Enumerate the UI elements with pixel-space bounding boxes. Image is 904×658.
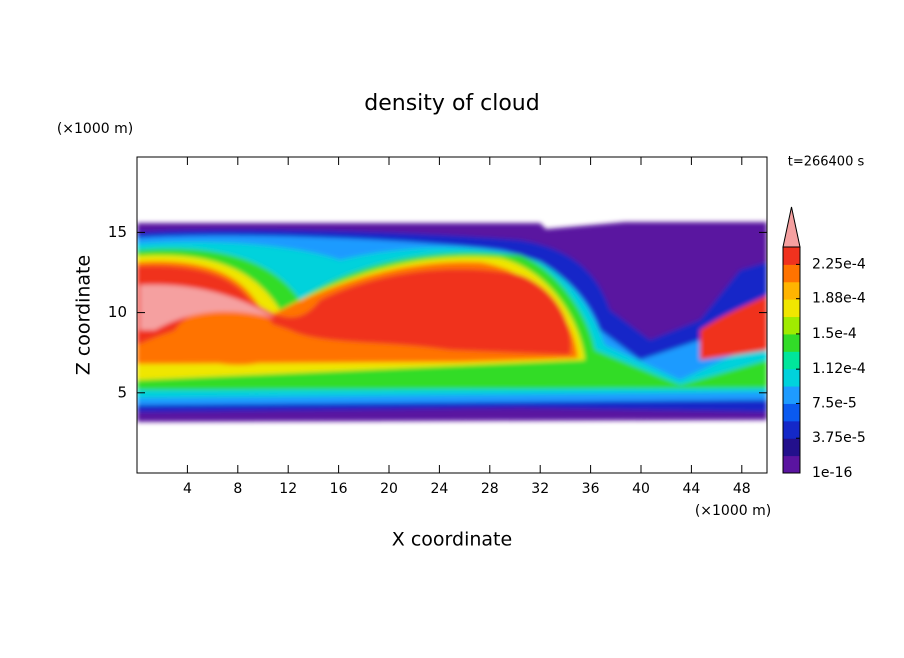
y-tick-label: 10: [108, 303, 127, 321]
colorbar-tick-label: 1.88e-4: [812, 291, 866, 307]
colorbar-tick-label: 2.25e-4: [812, 256, 866, 272]
x-unit: (×1000 m): [695, 503, 771, 519]
plot-frame: [136, 156, 768, 474]
x-tick-label: 28: [481, 481, 499, 497]
field-layer: [700, 295, 767, 360]
time-label: t=266400 s: [788, 155, 865, 170]
x-axis-title: X coordinate: [392, 529, 512, 551]
y-unit: (×1000 m): [57, 121, 133, 137]
cloud-field: [137, 222, 767, 422]
x-tick-label: 40: [632, 481, 650, 497]
x-tick-label: 24: [430, 481, 448, 497]
colorbar-band: [783, 368, 800, 387]
y-tick-label: 15: [108, 223, 127, 241]
y-tick-label: 5: [117, 383, 127, 401]
x-tick-label: 4: [183, 481, 192, 497]
colorbar-tick-label: 3.75e-5: [812, 430, 866, 446]
x-tick-label: 12: [279, 481, 297, 497]
colorbar-frame: [782, 246, 801, 474]
x-tick-label: 16: [330, 481, 348, 497]
x-tick-label: 36: [582, 481, 600, 497]
x-tick-label: 44: [682, 481, 700, 497]
colorbar-band: [783, 299, 800, 318]
colorbar-band: [783, 247, 800, 265]
chart-title: density of cloud: [364, 91, 539, 116]
x-tick-label: 8: [233, 481, 242, 497]
colorbar-band: [783, 333, 800, 352]
colorbar-band: [783, 438, 800, 457]
field-layer: [174, 307, 278, 365]
x-tick-label: 20: [380, 481, 398, 497]
colorbar-band: [783, 316, 800, 335]
y-axis-title: Z coordinate: [73, 255, 95, 375]
colorbar-band: [783, 403, 800, 422]
colorbar-band: [783, 386, 800, 404]
x-tick-label: 48: [733, 481, 751, 497]
colorbar-band: [783, 264, 800, 283]
x-tick-label: 32: [531, 481, 549, 497]
colorbar-tick-label: 1.12e-4: [812, 361, 866, 377]
colorbar-band: [783, 281, 800, 300]
field-layer: [137, 265, 571, 355]
colorbar-band: [783, 455, 800, 474]
colorbar-tick-label: 7.5e-5: [812, 395, 857, 411]
colorbar-tick-label: 1e-16: [812, 465, 852, 481]
colorbar-band: [783, 351, 800, 370]
field-layer: [140, 284, 275, 330]
colorbar-band: [783, 420, 800, 439]
colorbar-extend: [782, 206, 801, 248]
colorbar-tick-label: 1.5e-4: [812, 326, 857, 342]
